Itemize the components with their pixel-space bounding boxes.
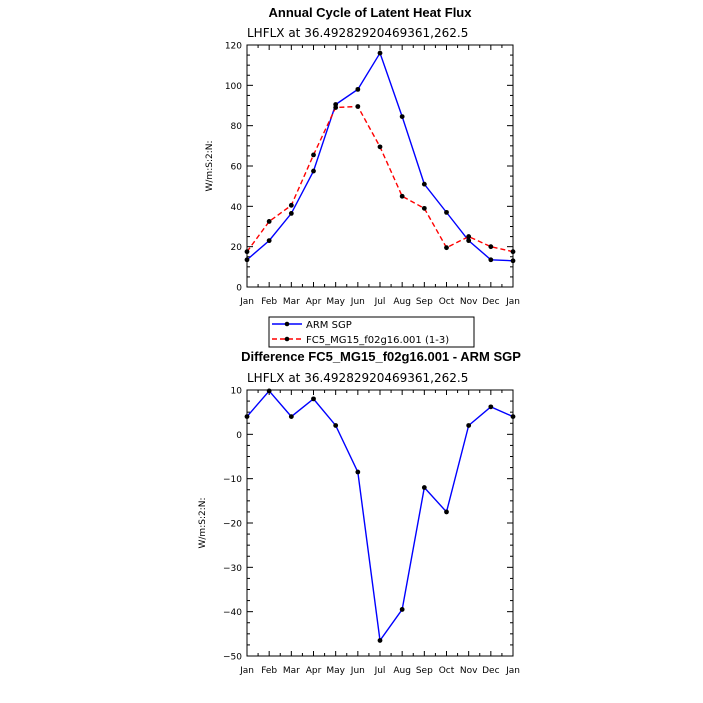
chart2-xtick-label: Jul <box>374 666 386 676</box>
chart2-xtick-label: Jan <box>505 666 520 676</box>
chart2-title: Difference FC5_MG15_f02g16.001 - ARM SGP <box>241 349 521 364</box>
chart1-series-0-point <box>311 168 316 174</box>
legend-box <box>268 316 475 348</box>
chart1-series-1-point <box>488 244 494 250</box>
chart1-ytick-label: 40 <box>231 203 243 213</box>
chart2-series-line-0 <box>246 389 514 643</box>
chart1-series-0-point <box>444 209 449 215</box>
chart1-subtitle: LHFLX at 36.49282920469361,262.5 <box>247 26 468 40</box>
chart1-series-1-point <box>288 202 294 208</box>
chart1-series-1-point <box>510 249 516 255</box>
chart2-ytick-label: 0 <box>236 431 242 441</box>
chart1-series-1-point <box>333 105 339 110</box>
chart1-series-0-point <box>510 258 516 264</box>
chart1-xtick-label: Jul <box>374 297 386 307</box>
chart2-xtick-label: Aug <box>393 666 411 676</box>
chart2-series-0-point <box>444 509 449 515</box>
chart1-ytick-label: 20 <box>231 243 243 253</box>
chart1-xtick-label: Nov <box>460 297 478 307</box>
chart2-ytick-label: −30 <box>223 564 242 574</box>
chart2-xtick-label: Dec <box>482 666 499 676</box>
chart2-ytick-label: 10 <box>231 387 243 397</box>
chart1-series-0-point <box>244 257 250 263</box>
chart1-series-0-point <box>399 114 405 119</box>
chart1-legend: ARM SGP FC5_MG15_f02g16.001 (1-3) <box>268 316 475 348</box>
chart2-series-0-point <box>355 469 361 475</box>
chart2-series-0-point <box>244 414 250 419</box>
chart2-ytick-label: −10 <box>223 475 242 485</box>
chart2-subtitle: LHFLX at 36.49282920469361,262.5 <box>247 371 468 385</box>
chart1-xtick-label: May <box>326 297 345 307</box>
chart2-xtick-label: Feb <box>261 666 277 676</box>
chart2-ytick-label: −50 <box>223 653 242 663</box>
legend-marker-model <box>284 336 290 342</box>
chart2-series-0-point <box>377 638 383 643</box>
chart1-series-1-point <box>244 249 250 255</box>
chart1-xtick-label: Jan <box>239 297 254 307</box>
chart1-series-0-point <box>466 238 472 244</box>
chart1-title: Annual Cycle of Latent Heat Flux <box>269 5 473 20</box>
chart1-series-1-point <box>444 245 449 251</box>
chart1-series-1-point <box>399 193 405 199</box>
chart1-series-1-point <box>466 234 472 239</box>
chart1-ytick-label: 100 <box>225 82 242 92</box>
chart2-series-0-point <box>311 396 316 402</box>
chart2-xtick-label: May <box>326 666 345 676</box>
chart2-ytick-label: −40 <box>223 608 242 618</box>
chart1-xtick-label: Apr <box>306 297 322 307</box>
chart2-ytick-label: −20 <box>223 520 242 530</box>
chart2-ylabel: W/m:S:2:N: <box>198 498 208 549</box>
chart2-series-0-point <box>466 423 472 428</box>
chart1-ytick-label: 80 <box>231 122 243 132</box>
chart2-series-0-point <box>421 485 427 490</box>
chart1-series-1-point <box>377 144 383 150</box>
chart1-plot-frame <box>246 44 514 288</box>
chart1-series-1-point <box>266 219 272 224</box>
chart1-series-0-point <box>488 257 494 263</box>
chart2-series-0-point <box>288 414 294 419</box>
chart2-xtick-label: Jun <box>350 666 365 676</box>
chart1-ytick-label: 0 <box>236 284 242 294</box>
chart2-xtick-label: Nov <box>460 666 478 676</box>
chart2-series-0-point <box>488 404 494 410</box>
legend-label-model: FC5_MG15_f02g16.001 (1-3) <box>306 335 449 346</box>
chart2-series-0-point <box>399 607 405 612</box>
chart2-xtick-label: Jan <box>239 666 254 676</box>
chart1-ylabel: W/m:S:2:N: <box>205 141 215 192</box>
chart2-xtick-label: Apr <box>306 666 322 676</box>
chart1-xtick-label: Feb <box>261 297 277 307</box>
chart1-series-0-point <box>288 210 294 216</box>
chart1-series-1-point <box>355 104 361 109</box>
chart1-xtick-label: Jan <box>505 297 520 307</box>
chart2-series-0-point <box>333 423 339 428</box>
chart1-series-0-point <box>266 238 272 244</box>
chart1-xtick-label: Dec <box>482 297 499 307</box>
chart1-xtick-label: Mar <box>283 297 300 307</box>
chart1-series-0-point <box>355 86 361 92</box>
chart1-xtick-label: Sep <box>416 297 433 307</box>
chart1-xtick-label: Oct <box>439 297 455 307</box>
chart1-series-0-point <box>421 181 427 187</box>
chart2-series-0-point <box>510 414 516 419</box>
chart1-xtick-label: Jun <box>350 297 365 307</box>
chart1-series-1-point <box>311 152 316 158</box>
chart1-series-line-0 <box>246 51 514 262</box>
chart1-ytick-label: 120 <box>225 42 242 52</box>
chart1-series-line-1 <box>246 105 514 253</box>
legend-label-obs: ARM SGP <box>306 320 352 331</box>
chart2-plot-frame <box>246 389 514 657</box>
chart2-xtick-label: Oct <box>439 666 455 676</box>
legend-marker-obs <box>284 321 290 327</box>
chart1-series-0-point <box>377 50 383 56</box>
chart1-series-1-point <box>421 205 427 211</box>
chart2-xtick-label: Mar <box>283 666 300 676</box>
chart2-xtick-label: Sep <box>416 666 433 676</box>
chart1-xtick-label: Aug <box>393 297 411 307</box>
chart1-ytick-label: 60 <box>231 163 243 173</box>
chart2-series-0-point <box>266 388 272 394</box>
